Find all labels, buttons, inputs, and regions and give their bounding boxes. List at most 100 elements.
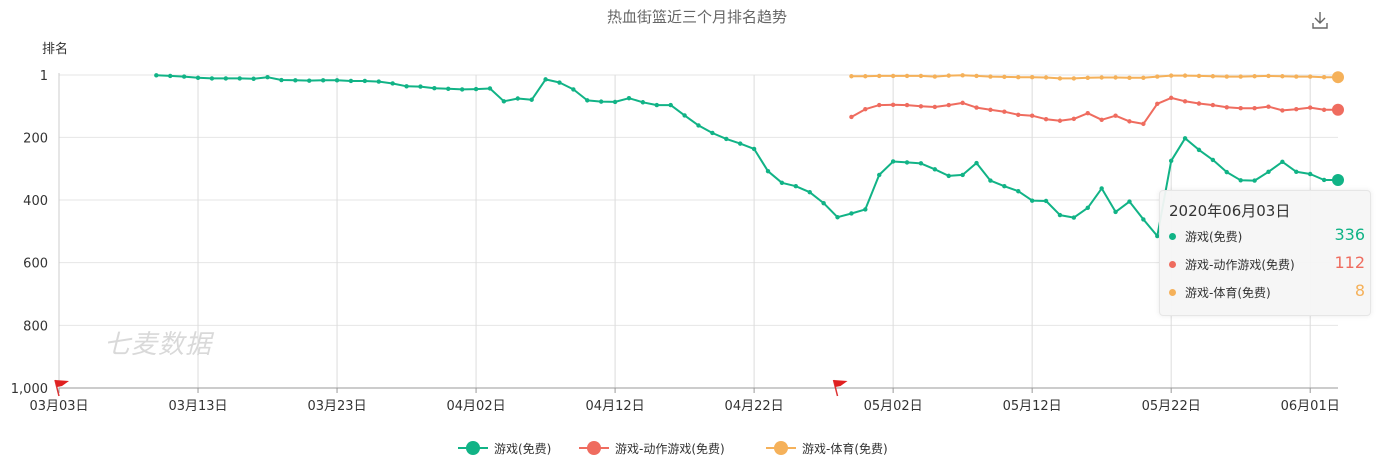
data-point [1280,108,1285,113]
series-dot [1169,289,1176,296]
data-point [988,74,993,79]
tooltip-row-free: 游戏(免费) 336 [1169,225,1365,247]
x-tick-label: 05月12日 [1003,399,1062,414]
data-point [1029,198,1035,203]
data-point [1029,74,1035,80]
x-tick-label: 04月12日 [586,399,645,414]
legend-label: 游戏-体育(免费) [802,442,888,456]
legend-symbol [458,441,488,455]
data-point [890,159,896,164]
data-point [974,105,979,110]
data-point [1057,76,1063,81]
data-point [446,86,451,91]
data-point [1280,74,1285,79]
data-point [376,79,381,84]
data-point [696,123,701,128]
x-tick-label: 03月13日 [168,399,227,414]
data-point [251,76,256,81]
data-point [320,78,326,83]
data-point [1113,113,1118,118]
data-point [960,100,965,106]
y-tick-label: 1,000 [11,382,48,397]
tooltip-series-name: 游戏-动作游戏(免费) [1185,258,1295,272]
data-point [877,102,882,108]
x-tick-label: 06月01日 [1281,399,1340,414]
data-point [877,73,882,79]
flag-icon [54,379,69,397]
data-point [1294,106,1299,112]
y-tick-label: 1 [40,69,48,84]
tooltip-row-action: 游戏-动作游戏(免费) 112 [1169,253,1365,275]
data-point [904,160,910,165]
data-point [1168,158,1174,164]
tooltip: 2020年06月03日 游戏(免费) 336 游戏-动作游戏(免费) 112 游… [1159,190,1371,316]
data-point [1307,171,1313,177]
legend-label: 游戏(免费) [494,442,552,456]
data-point [1238,106,1243,111]
data-point [1085,205,1090,211]
data-point [1280,159,1285,164]
data-point [515,96,520,101]
x-tick-label: 05月22日 [1142,399,1201,414]
data-point [1332,71,1344,84]
data-point [682,113,687,118]
data-point [1127,75,1132,81]
data-point [932,104,938,110]
data-point [1294,169,1299,175]
data-point [960,172,965,178]
watermark: 七麦数据 [104,330,213,360]
data-point [265,74,270,80]
data-point [237,76,242,81]
data-point [1029,113,1035,118]
data-point [501,99,507,104]
tooltip-series-name: 游戏-体育(免费) [1185,286,1271,300]
tooltip-date: 2020年06月03日 [1169,202,1291,220]
data-point [974,160,979,166]
data-point [1266,73,1271,79]
tooltip-series-name: 游戏(免费) [1185,230,1243,244]
flag-icon [832,379,848,397]
download-icon[interactable] [1310,10,1330,30]
series-line [850,96,1338,125]
data-point [1127,119,1132,124]
data-point [1224,169,1229,175]
data-point [918,104,924,109]
data-point [293,78,298,83]
data-point [1016,112,1021,117]
data-point [1071,215,1077,220]
data-point [1085,75,1090,81]
data-point [154,73,159,78]
data-point [1155,233,1160,239]
data-point [557,80,562,85]
data-point [1099,75,1104,80]
data-point [1016,74,1021,80]
data-point [1307,74,1313,79]
data-point [807,189,812,195]
data-point [654,102,659,108]
flag-pole [54,379,60,397]
series-lines [154,71,1344,239]
data-point [571,87,576,92]
data-point [1224,74,1229,79]
data-point [1155,101,1160,107]
data-point [946,73,951,78]
data-point [724,136,729,142]
data-point [1252,74,1257,79]
data-point [1002,184,1007,189]
data-point [1294,74,1299,79]
data-point [932,74,938,79]
data-point [1332,103,1344,116]
data-point [1332,173,1344,186]
data-point [1141,121,1146,127]
data-point [765,168,771,174]
data-point [1252,178,1257,183]
tooltip-row-sports: 游戏-体育(免费) 8 [1169,281,1365,303]
data-point [904,102,910,108]
data-point [279,77,284,83]
series-dot [1169,233,1176,240]
data-point [1071,116,1077,122]
x-tick-label: 03月23日 [307,399,366,414]
flag-pole [832,379,839,397]
y-axis-name: 排名 [42,42,69,57]
data-point [793,184,799,189]
